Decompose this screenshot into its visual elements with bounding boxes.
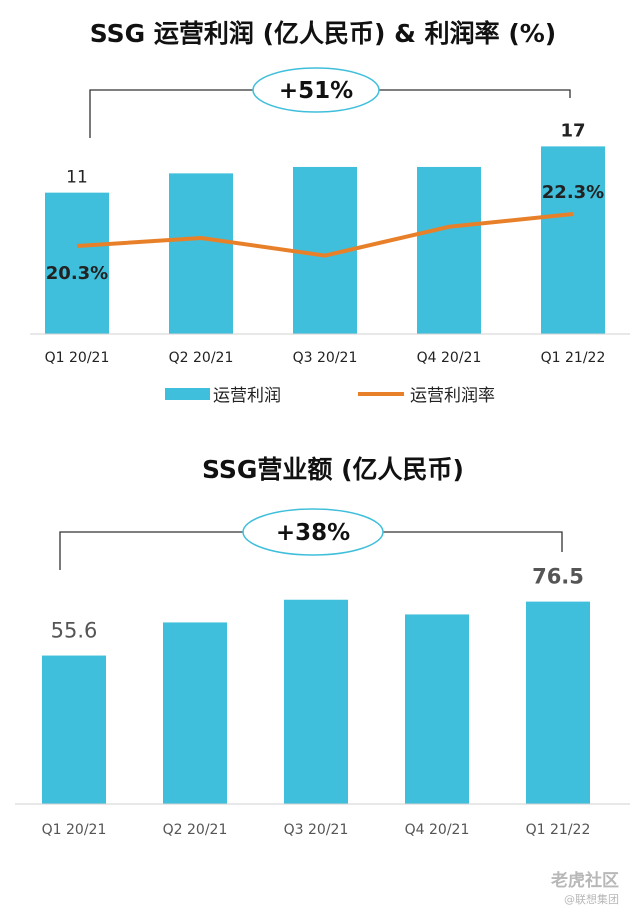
- x-tick-label: Q1 20/21: [45, 350, 110, 366]
- growth-bracket-right: [379, 89, 571, 98]
- chart-revenue-svg: SSG营业额 (亿人民币) +38% 55.6 76.5 Q1 20/21 Q2 2…: [15, 455, 630, 838]
- x-tick-label: Q1 20/21: [42, 822, 107, 838]
- margin-value-label: 22.3%: [542, 182, 604, 203]
- legend-swatch-profit: [165, 388, 210, 400]
- growth-ellipse: [242, 508, 384, 556]
- bar-operating-profit: [417, 166, 481, 334]
- bar-revenue: [284, 599, 348, 804]
- growth-ellipse: [252, 67, 380, 113]
- watermark-sub: @联想集团: [564, 893, 619, 906]
- legend-label-margin: 运营利润率: [410, 386, 495, 406]
- bar-value-label: 76.5: [532, 565, 584, 589]
- bar-operating-profit: [169, 173, 233, 334]
- watermark-main: 老虎社区: [551, 871, 619, 891]
- x-tick-label: Q2 20/21: [163, 822, 228, 838]
- bar-operating-profit: [541, 146, 605, 334]
- margin-value-label: 20.3%: [46, 263, 108, 284]
- growth-bracket-left: [59, 531, 243, 570]
- bar-revenue: [526, 601, 590, 804]
- bar-value-label: 11: [66, 168, 88, 188]
- bar-revenue: [405, 614, 469, 804]
- x-tick-label: Q2 20/21: [169, 350, 234, 366]
- growth-label: +51%: [279, 78, 353, 104]
- chart-operating-profit: SSG 运营利润 (亿人民币) & 利润率 (%) +51% 11 17 20.3%…: [0, 0, 633, 430]
- bar-revenue: [163, 622, 227, 804]
- chart-title: SSG 运营利润 (亿人民币) & 利润率 (%): [90, 19, 556, 48]
- bar-value-label: 17: [560, 120, 585, 141]
- growth-bracket-right: [383, 531, 563, 552]
- watermark: 老虎社区 @联想集团: [551, 866, 619, 907]
- legend-label-profit: 运营利润: [213, 386, 281, 406]
- x-tick-label: Q3 20/21: [284, 822, 349, 838]
- line-operating-margin: [76, 212, 574, 258]
- bar-value-label: 55.6: [51, 619, 98, 643]
- bar-revenue: [42, 655, 106, 804]
- x-tick-label: Q3 20/21: [293, 350, 358, 366]
- chart-revenue: SSG营业额 (亿人民币) +38% 55.6 76.5 Q1 20/21 Q2 2…: [0, 440, 633, 870]
- x-tick-label: Q4 20/21: [417, 350, 482, 366]
- growth-label: +38%: [276, 520, 350, 546]
- bar-operating-profit: [45, 192, 109, 334]
- chart-operating-profit-svg: SSG 运营利润 (亿人民币) & 利润率 (%) +51% 11 17 20.3%…: [30, 19, 630, 406]
- x-tick-label: Q4 20/21: [405, 822, 470, 838]
- chart-title: SSG营业额 (亿人民币): [202, 455, 464, 484]
- growth-bracket-left: [89, 89, 253, 138]
- x-tick-label: Q1 21/22: [541, 350, 606, 366]
- x-tick-label: Q1 21/22: [526, 822, 591, 838]
